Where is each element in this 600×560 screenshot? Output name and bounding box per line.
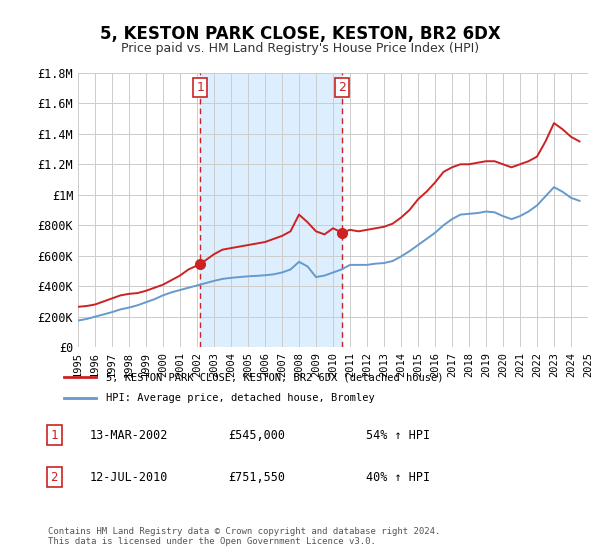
Text: 2: 2 [338,81,346,94]
Text: £751,550: £751,550 [228,470,285,484]
Text: 1: 1 [196,81,204,94]
Text: 54% ↑ HPI: 54% ↑ HPI [366,428,430,442]
Text: 5, KESTON PARK CLOSE, KESTON, BR2 6DX (detached house): 5, KESTON PARK CLOSE, KESTON, BR2 6DX (d… [106,372,443,382]
Text: HPI: Average price, detached house, Bromley: HPI: Average price, detached house, Brom… [106,393,375,403]
Text: 1: 1 [50,428,58,442]
Text: 5, KESTON PARK CLOSE, KESTON, BR2 6DX: 5, KESTON PARK CLOSE, KESTON, BR2 6DX [100,25,500,43]
Bar [200,73,342,347]
Text: Contains HM Land Registry data © Crown copyright and database right 2024.
This d: Contains HM Land Registry data © Crown c… [48,526,440,546]
Text: 13-MAR-2002: 13-MAR-2002 [90,428,169,442]
Text: 40% ↑ HPI: 40% ↑ HPI [366,470,430,484]
Text: 2: 2 [50,470,58,484]
Text: £545,000: £545,000 [228,428,285,442]
Text: 12-JUL-2010: 12-JUL-2010 [90,470,169,484]
Text: Price paid vs. HM Land Registry's House Price Index (HPI): Price paid vs. HM Land Registry's House … [121,42,479,55]
